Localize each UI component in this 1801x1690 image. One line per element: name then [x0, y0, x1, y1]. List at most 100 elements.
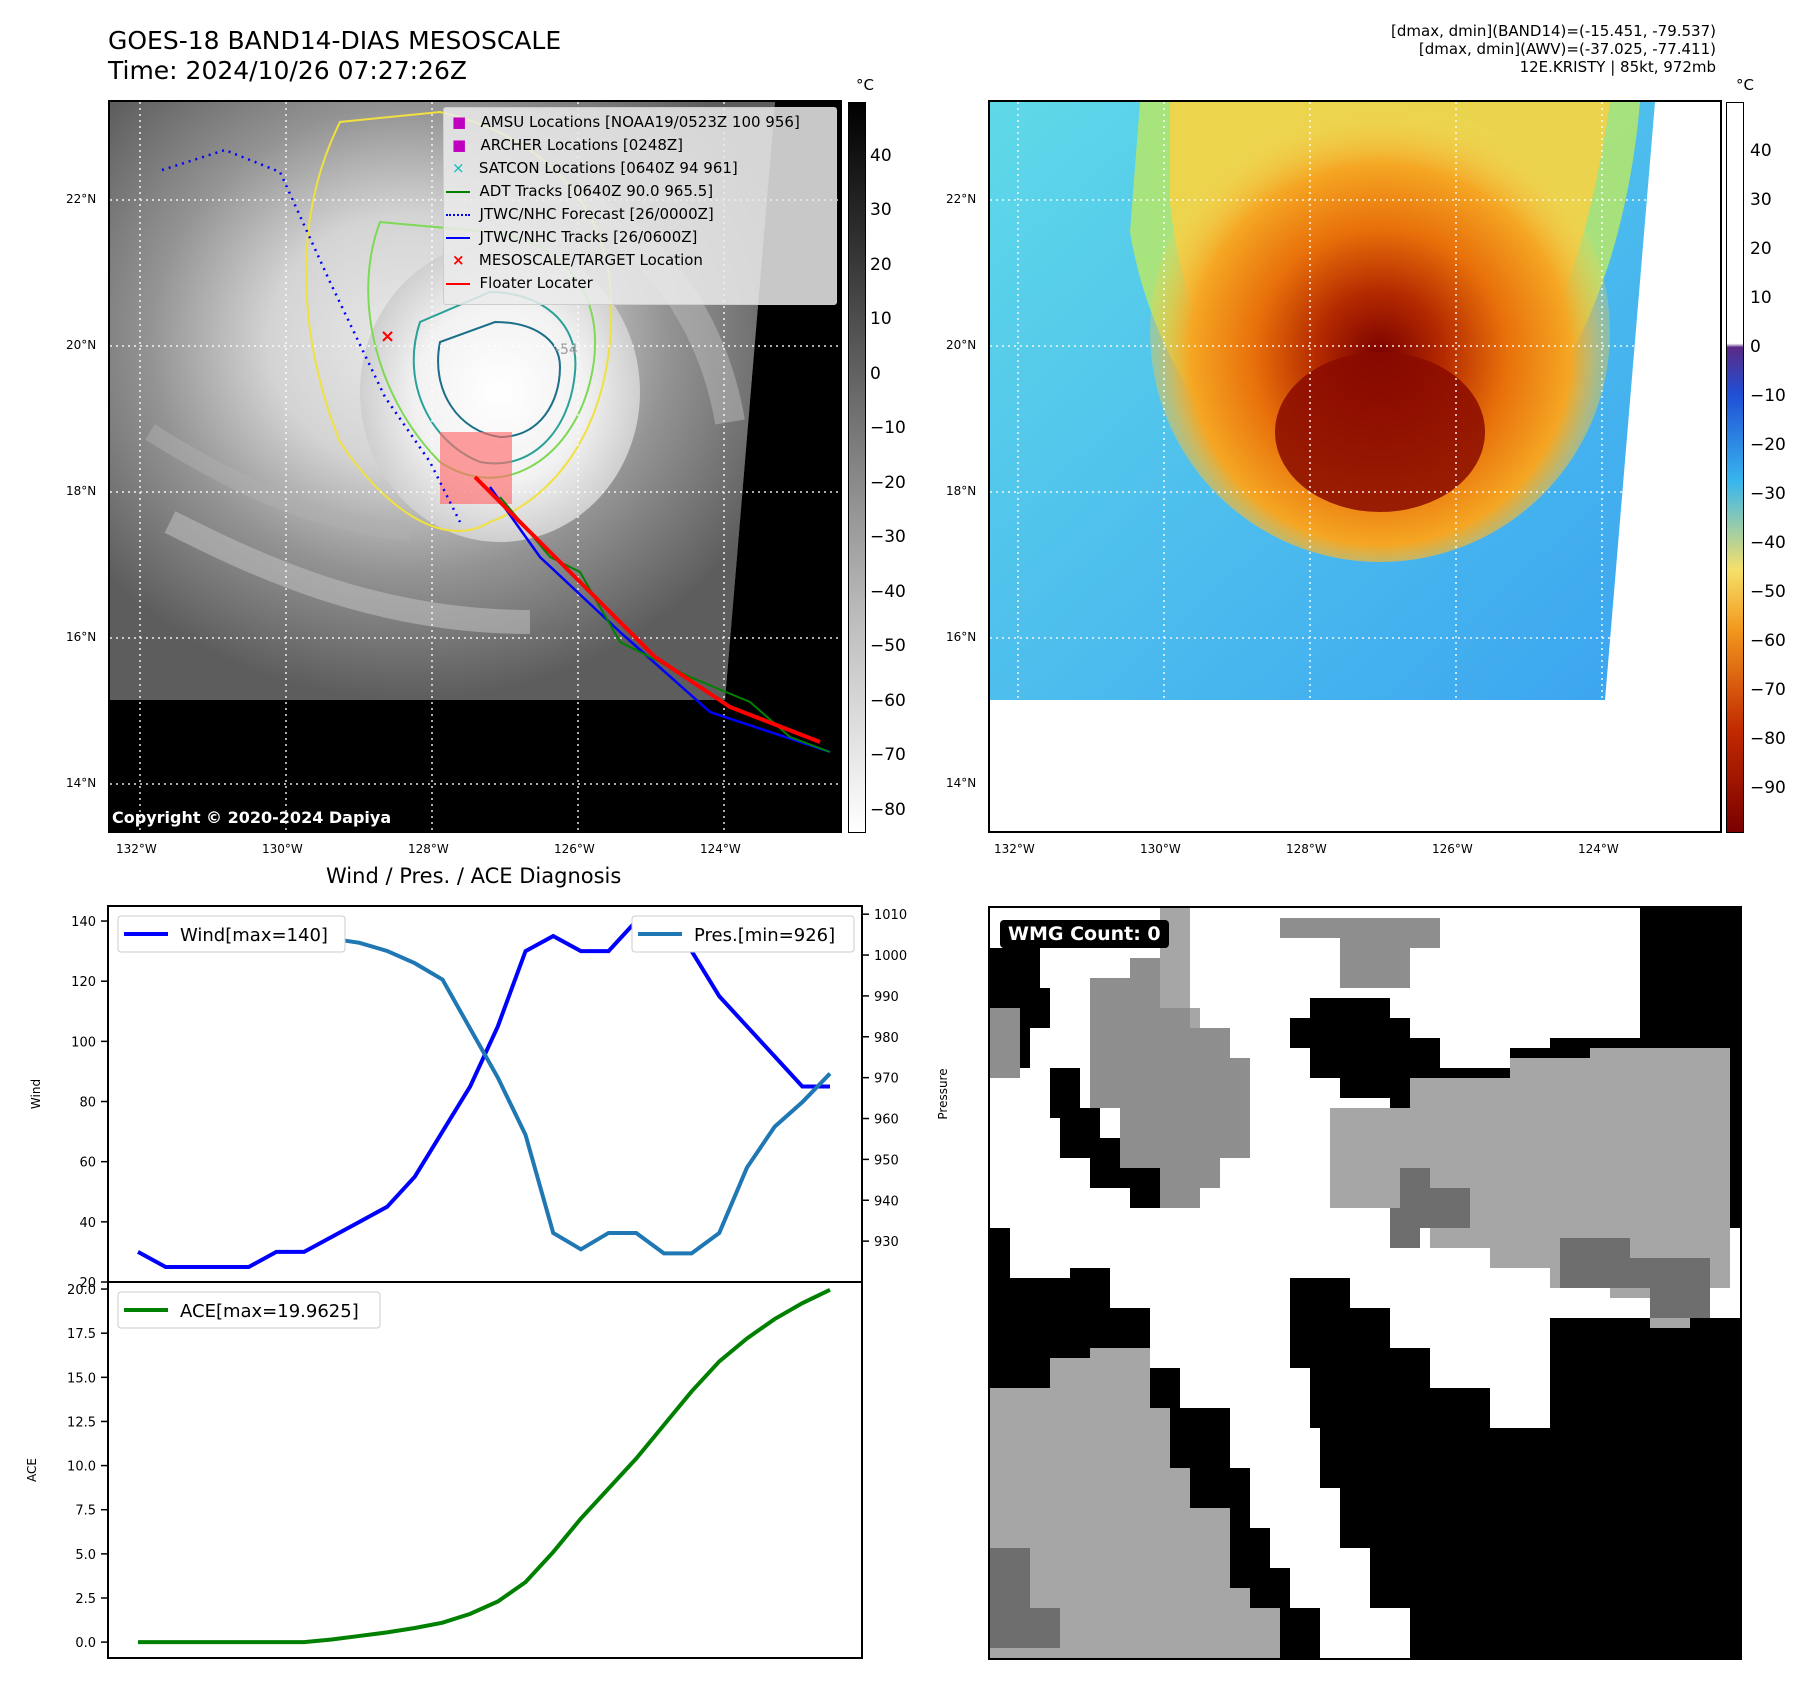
wv-colorbar	[1726, 102, 1744, 833]
wv-cb-tick: −40	[1750, 533, 1786, 553]
legend-row-satcon: × SATCON Locations [0640Z 94 961]	[452, 159, 738, 177]
pressure-tick-label: 980	[874, 1031, 899, 1046]
wv-cb-tick: −50	[1750, 582, 1786, 602]
square-icon: ■	[452, 113, 467, 131]
info-line-3: 12E.KRISTY | 85kt, 972mb	[1519, 58, 1716, 76]
ir-lon-label: 128°W	[408, 842, 449, 856]
line-dot-icon	[446, 236, 470, 239]
ace-tick-label: 5.0	[75, 1548, 96, 1563]
wv-lat-label: 16°N	[946, 630, 977, 644]
pressure-tick-label: 940	[874, 1194, 899, 1209]
wv-cb-tick: 10	[1750, 288, 1772, 308]
wv-satellite-panel	[988, 100, 1722, 833]
wv-lon-label: 128°W	[1286, 842, 1327, 856]
wind-tick-label: 140	[71, 915, 96, 930]
wind-tick-label: 80	[79, 1096, 96, 1111]
info-line-2: [dmax, dmin](AWV)=(-37.025, -77.411)	[1418, 40, 1716, 58]
legend-row-target: × MESOSCALE/TARGET Location	[452, 251, 703, 269]
wind-y-ticks: 20 40 60 80 100 120 140	[71, 915, 108, 1291]
ir-cb-tick: −50	[870, 636, 906, 656]
wv-cb-tick: −90	[1750, 778, 1786, 798]
pressure-tick-label: 950	[874, 1153, 899, 1168]
pressure-legend-label: Pres.[min=926]	[694, 925, 835, 946]
wv-cb-tick: −10	[1750, 386, 1786, 406]
wind-tick-label: 100	[71, 1035, 96, 1050]
ir-colorbar	[848, 102, 866, 833]
pressure-tick-label: 930	[874, 1235, 899, 1250]
legend-row-adt: ADT Tracks [0640Z 90.0 965.5]	[446, 182, 713, 200]
pressure-tick-label: 990	[874, 990, 899, 1005]
ir-cb-tick: −20	[870, 473, 906, 493]
wv-lon-label: 132°W	[994, 842, 1035, 856]
ir-cb-tick: −80	[870, 800, 906, 820]
pressure-tick-label: 1010	[874, 908, 907, 923]
ace-tick-label: 12.5	[67, 1415, 96, 1430]
title-line-1: GOES-18 BAND14-DIAS MESOSCALE	[108, 26, 562, 55]
pressure-ylabel: Pressure	[936, 1068, 950, 1119]
ir-cb-tick: −40	[870, 582, 906, 602]
legend-row-jtwc: JTWC/NHC Tracks [26/0600Z]	[446, 228, 697, 246]
x-mark-icon: ×	[452, 251, 465, 269]
ir-lon-label: 124°W	[700, 842, 741, 856]
ir-legend: ■ AMSU Locations [NOAA19/0523Z 100 956] …	[443, 107, 837, 305]
diagnosis-title: Wind / Pres. / ACE Diagnosis	[326, 864, 622, 888]
ir-colorbar-ticks: 40 30 20 10 0 −10 −20 −30 −40 −50 −60 −7…	[870, 146, 910, 820]
wv-lat-label: 20°N	[946, 338, 977, 352]
ir-lat-label: 18°N	[66, 484, 97, 498]
ir-cb-tick: −60	[870, 691, 906, 711]
wv-cb-tick: 20	[1750, 239, 1772, 259]
ace-axes-frame	[107, 1281, 863, 1659]
wv-lat-label: 18°N	[946, 484, 977, 498]
wind-legend-label: Wind[max=140]	[180, 925, 328, 946]
wv-cb-tick: −30	[1750, 484, 1786, 504]
ace-legend-label: ACE[max=19.9625]	[180, 1301, 359, 1322]
ir-cb-tick: −70	[870, 745, 906, 765]
dotted-line-icon	[446, 213, 470, 216]
ace-tick-label: 10.0	[67, 1460, 96, 1475]
pressure-tick-label: 960	[874, 1113, 899, 1128]
diagnosis-charts: 20 40 60 80 100 120 140 930 940 950 960 970 980 990 1…	[25, 905, 950, 1659]
storm-info: [dmax, dmin](BAND14)=(-15.451, -79.537) …	[1391, 22, 1716, 76]
title-line-2: Time: 2024/10/26 07:27:26Z	[108, 56, 467, 85]
wv-lon-label: 124°W	[1578, 842, 1619, 856]
pressure-legend: Pres.[min=926]	[631, 915, 855, 953]
wind-tick-label: 60	[79, 1156, 96, 1171]
wv-colorbar-ticks: 40 30 20 10 0 −10 −20 −30 −40 −50 −60 −7…	[1750, 141, 1794, 801]
copyright-text: Copyright © 2020-2024 Dapiya	[112, 808, 392, 827]
ir-cb-tick: 40	[870, 146, 892, 166]
ace-y-ticks: 0.0 2.5 5.0 7.5 10.0 12.5 15.0 17.5 20.0	[67, 1283, 108, 1651]
legend-row-floater: Floater Locater	[446, 274, 593, 292]
ir-lon-label: 132°W	[116, 842, 157, 856]
x-mark-icon: ×	[452, 159, 465, 177]
wv-cb-tick: 0	[1750, 337, 1761, 357]
ir-satellite-panel: -54 × Copyright © 2020-2024 Dapiya ■ AMS…	[108, 100, 842, 833]
pressure-tick-label: 970	[874, 1072, 899, 1087]
info-line-1: [dmax, dmin](BAND14)=(-15.451, -79.537)	[1391, 22, 1716, 40]
wv-cb-tick: −60	[1750, 631, 1786, 651]
wv-cb-tick: −70	[1750, 680, 1786, 700]
wv-lon-label: 130°W	[1140, 842, 1181, 856]
wind-axes-frame	[107, 905, 863, 1283]
wv-lat-label: 22°N	[946, 192, 977, 206]
wv-cb-tick: 40	[1750, 141, 1772, 161]
legend-row-forecast: JTWC/NHC Forecast [26/0000Z]	[446, 205, 714, 223]
ir-lat-label: 20°N	[66, 338, 97, 352]
square-icon: ■	[452, 136, 467, 154]
ir-lat-label: 22°N	[66, 192, 97, 206]
ir-lat-label: 14°N	[66, 776, 97, 790]
ace-tick-label: 17.5	[67, 1327, 96, 1342]
ace-tick-label: 2.5	[75, 1592, 96, 1607]
ace-tick-label: 7.5	[75, 1504, 96, 1519]
ir-cb-tick: 20	[870, 255, 892, 275]
ir-lon-label: 126°W	[554, 842, 595, 856]
ir-lat-label: 16°N	[66, 630, 97, 644]
page-title: GOES-18 BAND14-DIAS MESOSCALE Time: 2024…	[108, 26, 561, 86]
wind-ylabel: Wind	[29, 1079, 43, 1109]
pressure-tick-label: 1000	[874, 949, 907, 964]
svg-text:×: ×	[380, 326, 395, 347]
ace-legend: ACE[max=19.9625]	[117, 1291, 381, 1329]
contour-label: -54	[555, 342, 578, 358]
wmg-panel: WMG Count: 0	[988, 906, 1742, 1660]
ir-cb-tick: 30	[870, 200, 892, 220]
ace-tick-label: 0.0	[75, 1636, 96, 1651]
